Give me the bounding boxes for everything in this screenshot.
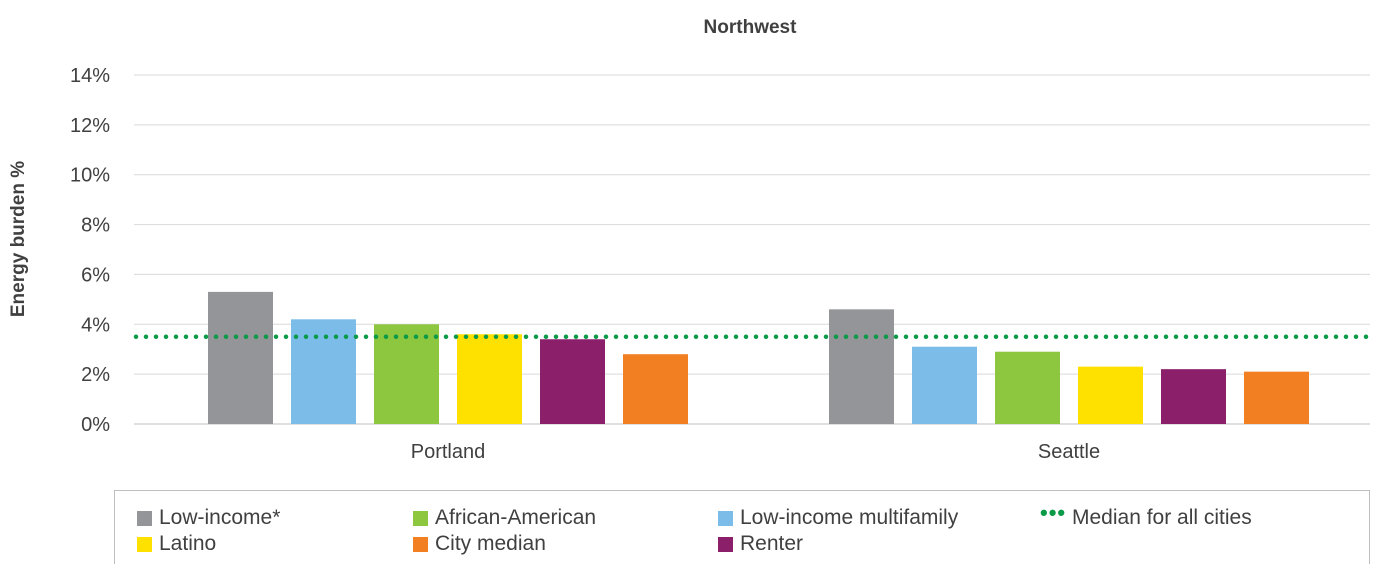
y-tick-label: 14% [70, 65, 110, 87]
legend-item-low-income-multifamily: Low-income multifamily [718, 506, 958, 530]
x-tick-label: Seattle [1038, 441, 1100, 463]
bar [995, 351, 1060, 424]
x-tick-label: Portland [411, 441, 486, 463]
bar [374, 324, 439, 424]
legend-item-renter: Renter [718, 532, 803, 556]
bars [208, 291, 1309, 424]
y-tick-label: 12% [70, 115, 110, 137]
y-tick-label: 4% [81, 314, 110, 336]
bar [1244, 371, 1309, 424]
legend-label: Latino [159, 532, 217, 555]
y-tick-label: 2% [81, 364, 110, 386]
bar [1078, 366, 1143, 424]
legend-item-median-all-cities: ••• Median for all cities [1040, 500, 1252, 530]
legend-item-low-income: Low-income* [137, 506, 280, 530]
y-tick-label: 10% [70, 165, 110, 187]
legend-swatch [413, 510, 428, 526]
bar [829, 309, 894, 424]
bar [457, 334, 522, 424]
bar [623, 354, 688, 424]
y-axis-label: Energy burden % [8, 161, 29, 317]
bar [912, 346, 977, 424]
chart-title: Northwest [704, 17, 798, 38]
x-axis-ticks: Portland Seattle [411, 441, 1100, 463]
bar [540, 339, 605, 424]
legend-label: City median [435, 532, 546, 555]
legend-swatch [718, 510, 733, 526]
legend-item-city-median: City median [413, 532, 546, 556]
y-axis-ticks: 0% 2% 4% 6% 8% 10% 12% 14% [70, 65, 110, 436]
chart: Northwest Energy burden % 0% 2% 4% 6% 8% 10% 1… [8, 17, 1371, 463]
legend-swatch [413, 536, 428, 552]
dotted-line-icon: ••• [1040, 500, 1067, 525]
legend-label: Low-income multifamily [740, 506, 959, 529]
bar [208, 291, 273, 424]
legend-label: Median for all cities [1072, 506, 1252, 529]
y-tick-label: 0% [81, 414, 110, 436]
legend-item-african-american: African-American [413, 506, 596, 530]
legend-label: African-American [435, 506, 597, 529]
legend-item-latino: Latino [137, 532, 216, 556]
bar [1161, 369, 1226, 424]
legend-swatch [137, 536, 152, 552]
legend-swatch [137, 510, 152, 526]
legend-label: Renter [740, 532, 804, 555]
legend-swatch [718, 536, 733, 552]
y-tick-label: 6% [81, 264, 110, 286]
legend-label: Low-income* [159, 506, 281, 529]
legend: Low-income* African-American Low-income … [114, 490, 1370, 564]
y-tick-label: 8% [81, 215, 110, 237]
